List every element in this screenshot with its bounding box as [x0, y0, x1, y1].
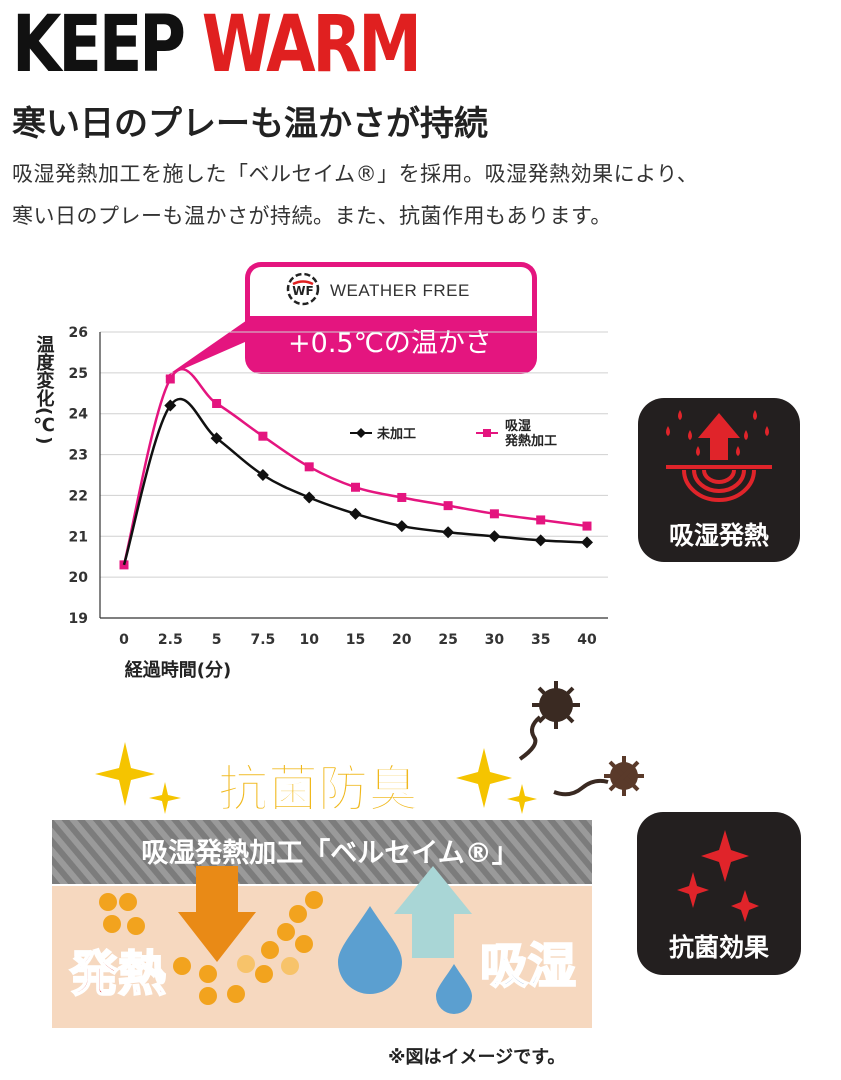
data-point-treated [489, 509, 499, 519]
title-keep: KEEP [12, 0, 186, 90]
germ-icon [518, 681, 644, 797]
legend: 未加工 吸湿 発熱加工 [350, 419, 557, 449]
x-tick-label: 40 [577, 632, 597, 648]
data-point-treated [443, 501, 453, 511]
data-point-untreated [534, 534, 547, 547]
data-point-untreated [442, 526, 455, 539]
heat-label: 発熱 [70, 946, 166, 1002]
y-tick-label: 19 [69, 611, 88, 627]
x-tick-label: 30 [485, 632, 505, 648]
data-point-treated [351, 482, 360, 492]
y-tick-label: 26 [69, 325, 88, 341]
fabric-layer [52, 820, 592, 884]
y-tick-label: 20 [69, 570, 89, 586]
legend-marker-treated [483, 429, 491, 437]
y-tick-label: 24 [69, 407, 89, 423]
moisture-arrow-icon [394, 866, 472, 958]
data-point-treated [258, 431, 268, 441]
skin-layer [52, 886, 592, 1028]
temperature-chart: WF WEATHER FREE +0.5℃の温かさ 19 20 21 22 23 24 25… [33, 262, 608, 681]
footnote: ※図はイメージです。 [388, 1047, 566, 1068]
brand-name: WEATHER FREE [330, 281, 470, 300]
x-tick-label: 25 [438, 632, 457, 648]
data-point-treated [304, 462, 314, 472]
plot-area: 19 20 21 22 23 24 25 26 0 2.5 5 7.5 10 15 20 25 30 35 40 [69, 325, 608, 648]
data-point-treated [397, 492, 407, 502]
callout-headline: +0.5℃の温かさ [288, 328, 492, 359]
subtitle: 寒い日のプレーも温かさが持続 [12, 104, 488, 144]
weather-free-logo-icon: WF [286, 272, 320, 306]
series-line-untreated [122, 397, 588, 566]
moisture-heat-badge: 吸湿発熱 [638, 398, 800, 562]
heat-particles [99, 891, 323, 1005]
legend-label-treated-1: 吸湿 [505, 419, 531, 434]
legend-marker-untreated [356, 428, 366, 438]
data-point-untreated [303, 491, 316, 504]
sparkle-icon [95, 742, 537, 814]
heat-arrow-icon [178, 866, 256, 962]
x-tick-label: 2.5 [158, 632, 183, 648]
title-warm: WARM [201, 0, 422, 90]
callout: WF WEATHER FREE +0.5℃の温かさ [165, 262, 537, 377]
y-tick-label: 23 [69, 448, 88, 464]
antibacterial-badge: 抗菌効果 [637, 812, 801, 975]
x-tick-label: 7.5 [250, 632, 275, 648]
data-point-untreated [164, 399, 177, 412]
y-axis-label: 温度変化(℃) [33, 335, 54, 445]
data-point-untreated [581, 536, 593, 549]
water-drop-icon [338, 906, 402, 994]
description-line-2: 寒い日のプレーも温かさが持続。また、抗菌作用もあります。 [12, 204, 612, 228]
x-tick-label: 5 [212, 632, 222, 648]
data-point-untreated [349, 507, 362, 520]
x-tick-label: 0 [119, 632, 129, 648]
small-water-drop-icon [436, 964, 472, 1014]
legend-label-treated-2: 発熱加工 [504, 433, 557, 449]
antibacterial-headline: 抗菌防臭 [218, 760, 418, 818]
y-tick-label: 22 [69, 488, 88, 504]
data-point-treated [536, 515, 546, 525]
series-line-treated [122, 368, 588, 566]
data-point-treated [212, 399, 222, 408]
data-point-treated [582, 521, 592, 531]
fabric-label: 吸湿発熱加工「ベルセイム®」 [141, 837, 518, 869]
x-axis-label: 経過時間(分) [125, 659, 231, 681]
x-tick-label: 20 [392, 632, 412, 648]
description-line-1: 吸湿発熱加工を施した「ベルセイム®」を採用。吸湿発熱効果により、 [12, 162, 699, 186]
legend-label-untreated: 未加工 [376, 426, 416, 442]
data-point-untreated [395, 520, 408, 533]
data-point-untreated [256, 469, 269, 481]
fabric-illustration: 吸湿発熱加工「ベルセイム®」 抗菌防臭 [52, 681, 644, 1028]
x-tick-label: 15 [346, 632, 365, 648]
moisture-label: 吸湿 [480, 938, 576, 994]
moisture-heat-label: 吸湿発熱 [668, 521, 769, 550]
logo-mark: WF [292, 284, 313, 298]
x-tick-label: 35 [531, 632, 550, 648]
data-point-untreated [210, 432, 223, 445]
antibacterial-label: 抗菌効果 [668, 933, 769, 962]
data-point-untreated [488, 530, 501, 543]
x-tick-label: 10 [299, 632, 319, 648]
y-tick-label: 25 [69, 366, 88, 382]
page-title: KEEP WARM [12, 0, 422, 90]
y-tick-label: 21 [69, 529, 88, 545]
sparkle-badge-icon [677, 830, 759, 922]
data-point-treated [165, 374, 175, 384]
moisture-heat-icon [666, 410, 772, 502]
